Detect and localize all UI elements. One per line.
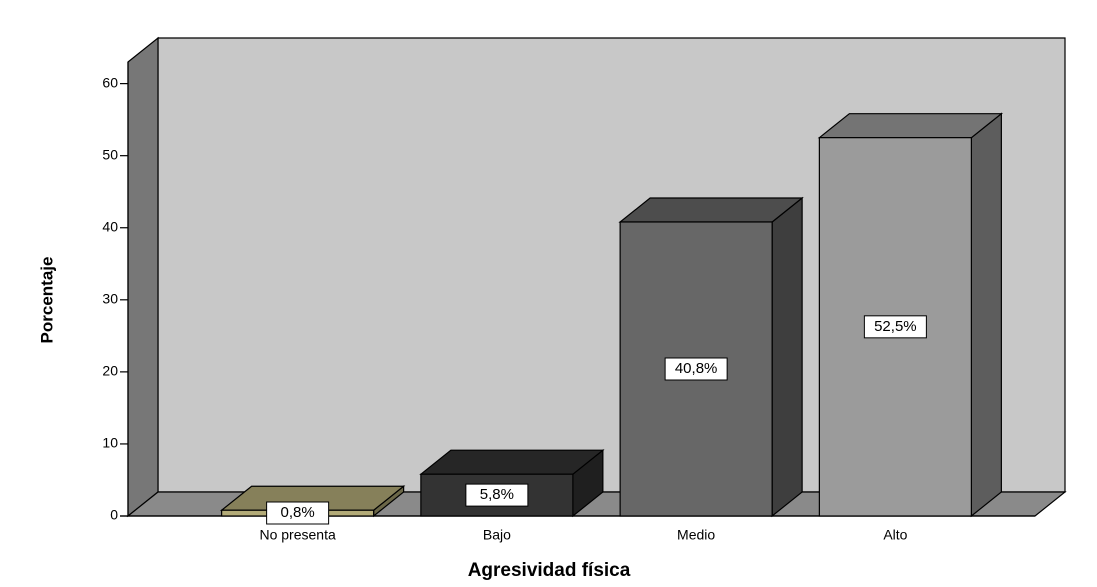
side-wall <box>127 36 159 518</box>
bar-side <box>970 112 1002 518</box>
x-tick-label: Medio <box>677 527 715 543</box>
y-tick-label: 20 <box>102 363 118 379</box>
y-tick-label: 10 <box>102 435 118 451</box>
bar-top <box>817 113 1004 139</box>
x-tick-label: No presenta <box>259 527 335 543</box>
value-label: 5,8% <box>480 486 514 503</box>
x-axis-title: Agresividad física <box>468 560 631 581</box>
x-tick-label: Alto <box>883 527 907 543</box>
x-tick-label: Bajo <box>483 527 511 543</box>
bar-side <box>771 196 803 518</box>
value-label-box <box>266 501 330 525</box>
y-tick-label: 50 <box>102 146 118 162</box>
bar-top <box>618 197 804 223</box>
y-tick-label: 40 <box>102 218 118 234</box>
value-label-box <box>465 483 529 507</box>
value-label-box <box>863 315 927 339</box>
value-label: 52,5% <box>874 318 917 335</box>
value-label: 40,8% <box>675 360 718 377</box>
bar-top <box>419 449 605 475</box>
value-label-box <box>664 357 728 381</box>
y-axis-title: Porcentaje <box>37 257 56 344</box>
y-tick-label: 0 <box>110 507 118 523</box>
y-tick-label: 60 <box>102 74 118 90</box>
y-tick-label: 30 <box>102 291 118 307</box>
value-label: 0,8% <box>281 504 315 521</box>
